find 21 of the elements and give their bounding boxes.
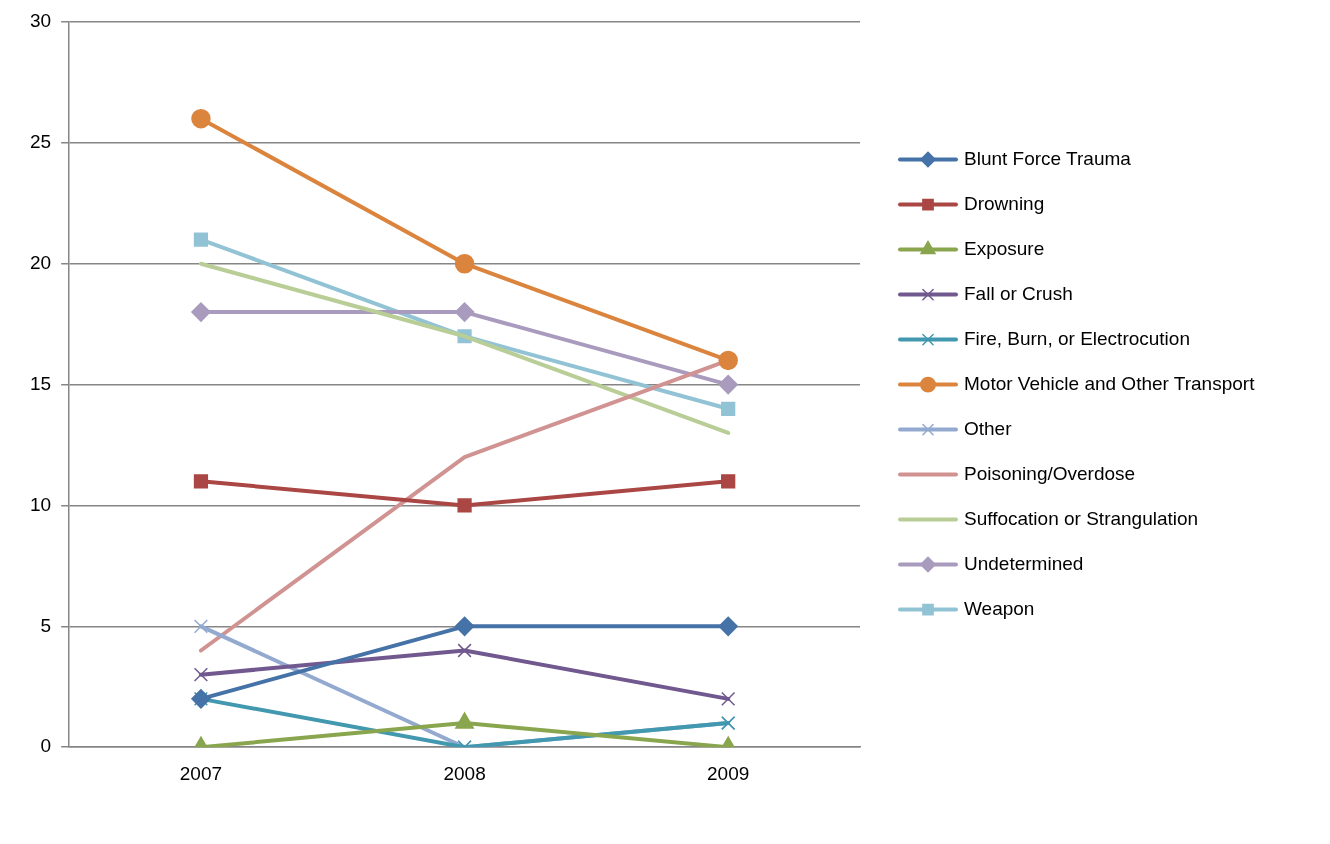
- legend-label: Weapon: [964, 597, 1035, 619]
- y-tick-label: 20: [29, 251, 52, 273]
- legend-label: Motor Vehicle and Other Transport: [964, 372, 1256, 394]
- y-tick-label: 15: [29, 372, 52, 394]
- y-tick-label: 25: [29, 131, 52, 153]
- x-tick-label: 2007: [179, 762, 223, 784]
- x-tick-label: 2008: [443, 762, 486, 784]
- legend-label: Poisoning/Overdose: [964, 462, 1136, 484]
- legend-label: Fall or Crush: [964, 282, 1073, 304]
- legend-label: Drowning: [964, 192, 1045, 214]
- legend-label: Fire, Burn, or Electrocution: [964, 327, 1190, 349]
- legend-label: Exposure: [964, 237, 1045, 259]
- y-tick-label: 10: [29, 493, 52, 515]
- legend-label: Undetermined: [964, 552, 1084, 574]
- y-tick-label: 5: [40, 614, 52, 636]
- y-tick-label: 30: [29, 10, 52, 32]
- x-tick-label: 2009: [707, 762, 750, 784]
- legend-label: Suffocation or Strangulation: [964, 507, 1199, 529]
- legend-label: Blunt Force Trauma: [964, 147, 1132, 169]
- y-tick-label: 0: [40, 735, 52, 757]
- legend-label: Other: [964, 417, 1013, 439]
